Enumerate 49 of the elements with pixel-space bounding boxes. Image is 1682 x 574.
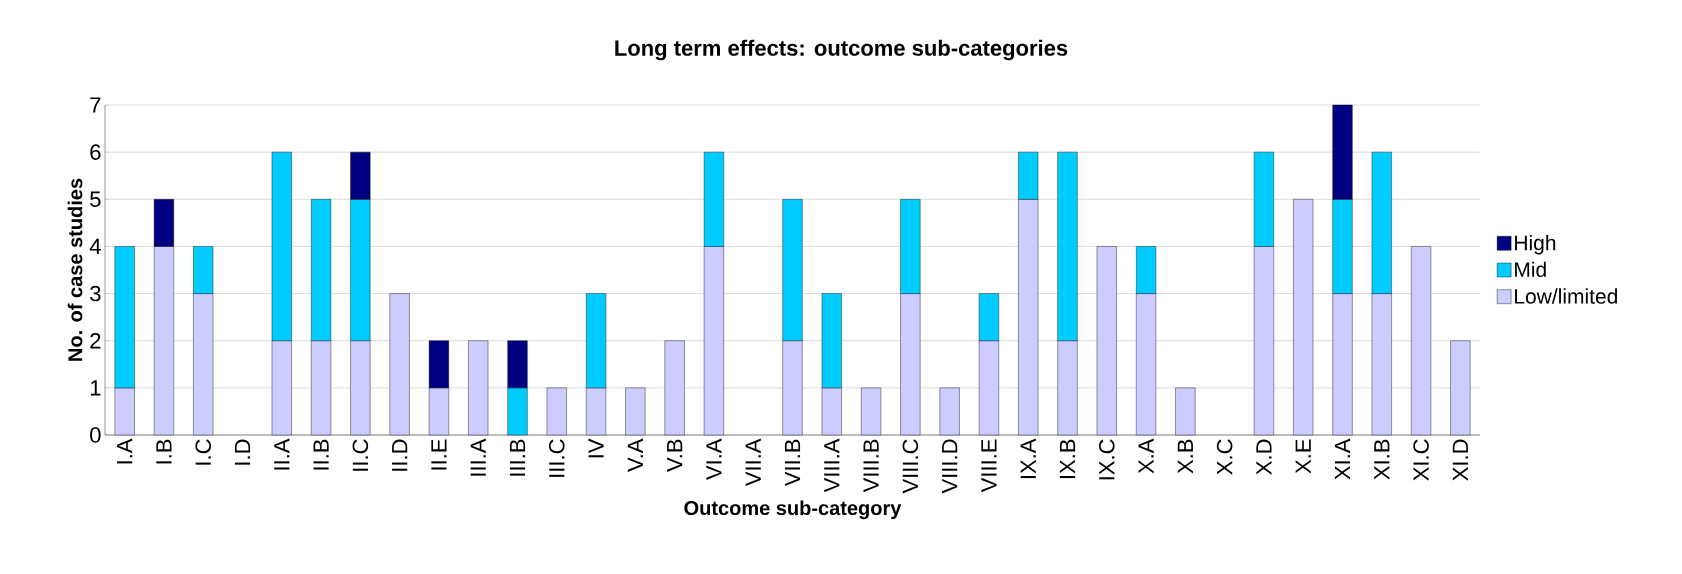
x-tick-label: X.C xyxy=(1216,439,1233,475)
x-tick-label: III.C xyxy=(548,439,565,477)
y-tick-label: 0 xyxy=(90,427,101,443)
x-tick-label: II.C xyxy=(352,439,369,471)
x-tick-label: VIII.C xyxy=(902,439,919,494)
x-tick-label: XI.A xyxy=(1334,438,1351,480)
x-tick-label: XI.D xyxy=(1452,439,1468,481)
y-tick-label: 4 xyxy=(89,238,101,254)
x-tick-label: IX.A xyxy=(1020,438,1036,479)
x-axis-title: Outcome sub-category xyxy=(684,500,902,520)
x-tick-label: III.A xyxy=(470,438,486,476)
x-tick-label: XI.C xyxy=(1413,439,1429,481)
y-tick-label: 2 xyxy=(90,333,101,349)
x-tick-label: IX.C xyxy=(1098,439,1115,480)
y-tick-label: 6 xyxy=(90,144,101,160)
x-tick-label: VIII.E xyxy=(981,439,997,493)
x-tick-label: X.A xyxy=(1138,438,1154,474)
x-tick-label: V.B xyxy=(667,439,683,472)
x-tick-label: III.B xyxy=(509,439,526,476)
x-tick-label: IV xyxy=(588,438,604,458)
x-tick-label: VIII.B xyxy=(863,439,879,493)
y-tick-label: 1 xyxy=(90,380,101,396)
x-tick-label: X.E xyxy=(1295,439,1311,474)
x-tick-label: VIII.D xyxy=(942,439,958,494)
x-tick-label: II.B xyxy=(313,439,329,470)
x-tick-label: V.A xyxy=(627,438,643,472)
y-tick-label: 3 xyxy=(90,285,101,302)
x-tick-label: II.E xyxy=(431,439,447,470)
x-tick-label: X.B xyxy=(1177,439,1193,474)
y-tick-label: 5 xyxy=(90,191,101,207)
y-axis-title: No. of case studies xyxy=(67,178,83,361)
x-tick-label: XI.B xyxy=(1374,439,1390,480)
x-tick-label: IX.B xyxy=(1059,439,1076,479)
x-tick-label: VI.A xyxy=(706,438,722,481)
legend-label: Mid xyxy=(1515,261,1546,278)
x-tick-label: VIII.A xyxy=(824,438,840,493)
x-tick-label: X.D xyxy=(1256,439,1272,475)
x-tick-label: I.C xyxy=(195,439,212,465)
x-tick-label: VII.B xyxy=(784,439,801,487)
x-tick-label: II.D xyxy=(392,439,408,471)
legend-label: High xyxy=(1515,234,1556,255)
x-tick-label: I.B xyxy=(156,439,172,464)
x-tick-label: II.A xyxy=(274,438,290,470)
chart-title: Long term effects: outcome sub-categories xyxy=(615,39,1068,61)
x-tick-label: VII.A xyxy=(745,438,761,487)
x-tick-label: I.A xyxy=(117,438,133,464)
legend-label: Low/limited xyxy=(1515,288,1617,304)
y-tick-label: 7 xyxy=(90,97,101,113)
x-tick-label: I.D xyxy=(234,439,251,465)
